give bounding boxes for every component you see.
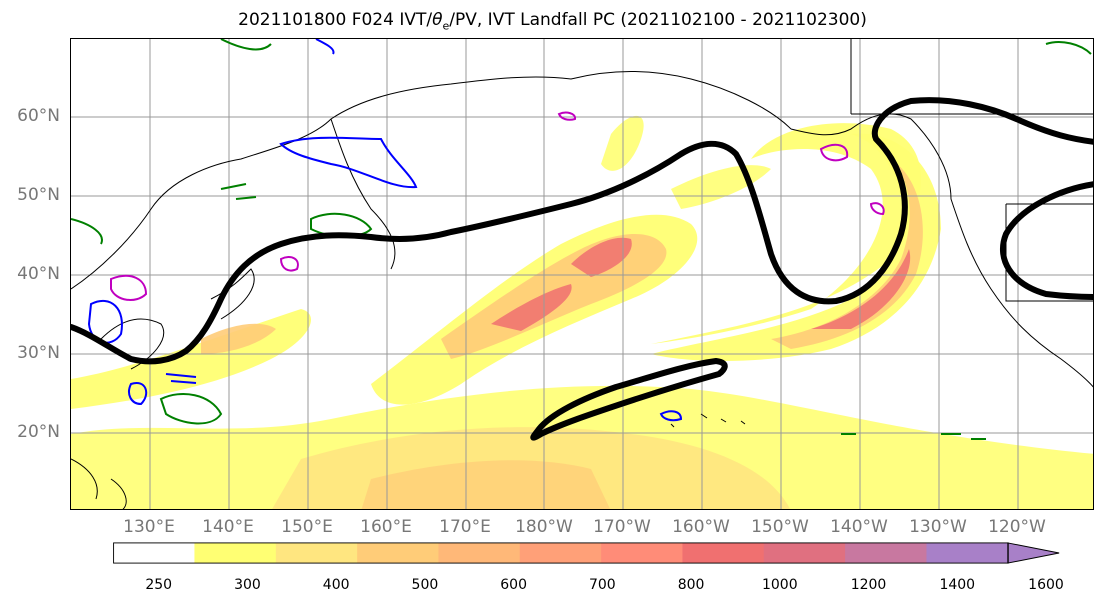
map-title: 2021101800 F024 IVT/θe/PV, IVT Landfall … — [238, 10, 867, 33]
lon-label-160e: 160°E — [360, 517, 412, 537]
map-canvas — [71, 39, 1093, 509]
colorbar-segment — [845, 542, 927, 564]
lon-label-160w: 160°W — [672, 517, 730, 537]
colorbar-tick-label: 400 — [322, 577, 350, 593]
lat-label-30: 30°N — [17, 343, 60, 363]
ivt-shading — [71, 115, 1093, 509]
colorbar-tick-label: 300 — [234, 577, 261, 593]
colorbar-extend-arrow — [1007, 542, 1060, 564]
colorbar-segment — [194, 542, 277, 564]
map-panel — [70, 38, 1094, 510]
colorbar-outline — [113, 542, 1009, 564]
lon-label-170e: 170°E — [439, 517, 491, 537]
lon-label-150w: 150°W — [751, 517, 809, 537]
colorbar-tick-label: 1000 — [761, 577, 798, 593]
colorbar-segment — [682, 542, 765, 564]
colorbar-segment — [926, 542, 1009, 564]
lon-label-130w: 130°W — [909, 517, 967, 537]
colorbar-tick-label: 600 — [500, 577, 527, 593]
lat-label-50: 50°N — [17, 185, 60, 205]
colorbar-tick-label: 250 — [145, 577, 173, 593]
lon-label-150e: 150°E — [281, 517, 333, 537]
lon-label-140w: 140°W — [830, 517, 888, 537]
colorbar-tick-label: 500 — [411, 577, 439, 593]
colorbar-tick-label: 1400 — [939, 577, 976, 593]
colorbar-tick-label: 1600 — [1028, 577, 1064, 593]
colorbar-tick-label: 1200 — [850, 577, 887, 593]
colorbar — [113, 542, 1060, 564]
colorbar-segment — [601, 542, 683, 564]
pv-contours-green — [71, 39, 1092, 440]
colorbar-segment — [763, 542, 846, 564]
lon-label-180w: 180°W — [515, 517, 573, 537]
colorbar-tick-label: 800 — [677, 577, 705, 593]
lon-label-170w: 170°W — [593, 517, 651, 537]
colorbar-segment — [113, 542, 195, 564]
colorbar-tick-label: 700 — [588, 577, 616, 593]
colorbar-segment — [275, 542, 358, 564]
pv-contours-magenta — [110, 111, 885, 301]
colorbar-segment — [519, 542, 602, 564]
colorbar-segment — [438, 542, 521, 564]
lat-label-40: 40°N — [17, 264, 60, 284]
lon-label-140e: 140°E — [202, 517, 254, 537]
lat-label-60: 60°N — [17, 106, 60, 126]
colorbar-segment — [357, 542, 439, 564]
lon-label-120w: 120°W — [988, 517, 1046, 537]
pc-contours-black — [71, 97, 1093, 441]
lon-label-130e: 130°E — [123, 517, 175, 537]
lat-label-20: 20°N — [17, 422, 60, 442]
coastlines — [71, 39, 1093, 509]
